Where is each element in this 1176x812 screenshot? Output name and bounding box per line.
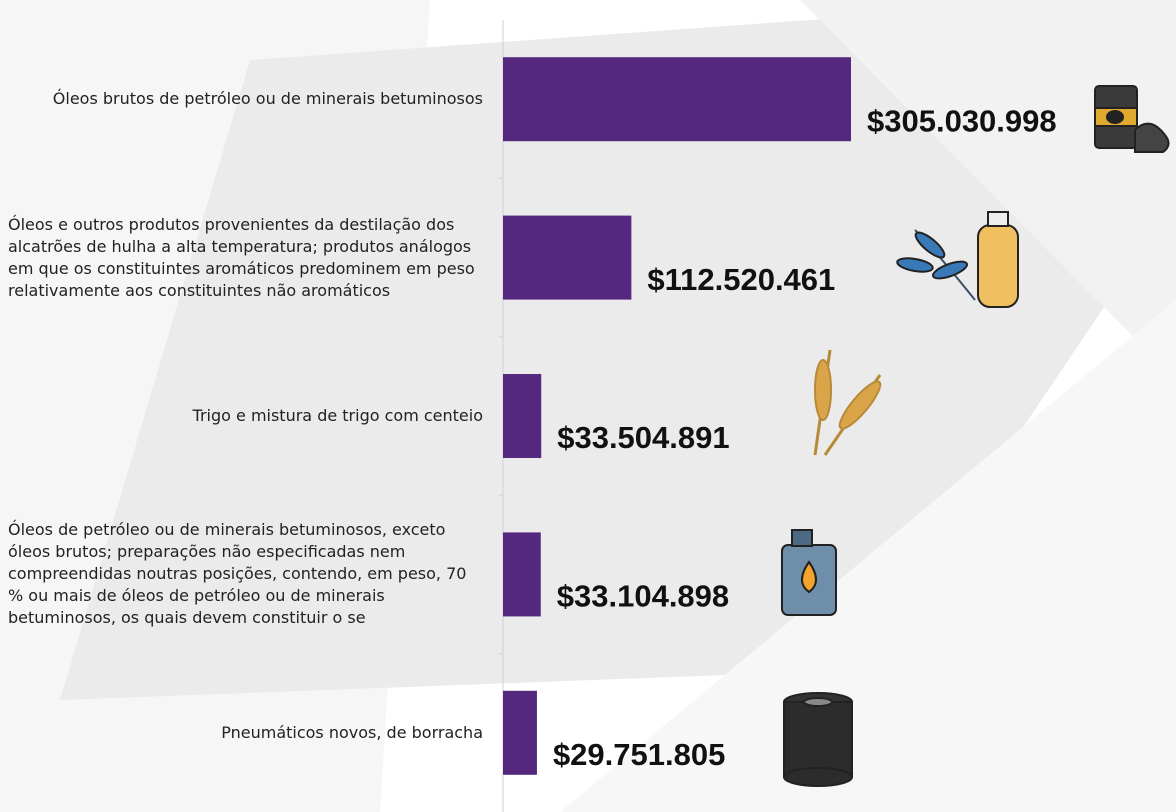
value-label: $33.104.898: [557, 579, 729, 614]
bar: [503, 374, 541, 458]
category-label: Óleos de petróleo ou de minerais betumin…: [8, 519, 483, 629]
bar: [503, 532, 541, 616]
value-label: $112.520.461: [647, 262, 835, 297]
page: $305.030.998 $112.520.461 $33.504.891 $33.1…: [0, 0, 1176, 812]
category-label: Óleos e outros produtos provenientes da …: [8, 214, 483, 302]
category-label: Trigo e mistura de trigo com centeio: [193, 405, 483, 427]
chart: $305.030.998 $112.520.461 $33.504.891 $33.1…: [0, 0, 1176, 812]
category-label: Óleos brutos de petróleo ou de minerais …: [53, 88, 483, 110]
bar: [503, 57, 851, 141]
category-label: Pneumáticos novos, de borracha: [221, 722, 483, 744]
bar: [503, 691, 537, 775]
bar: [503, 216, 631, 300]
value-label: $33.504.891: [557, 420, 729, 455]
value-label: $29.751.805: [553, 737, 725, 772]
value-label: $305.030.998: [867, 103, 1057, 138]
